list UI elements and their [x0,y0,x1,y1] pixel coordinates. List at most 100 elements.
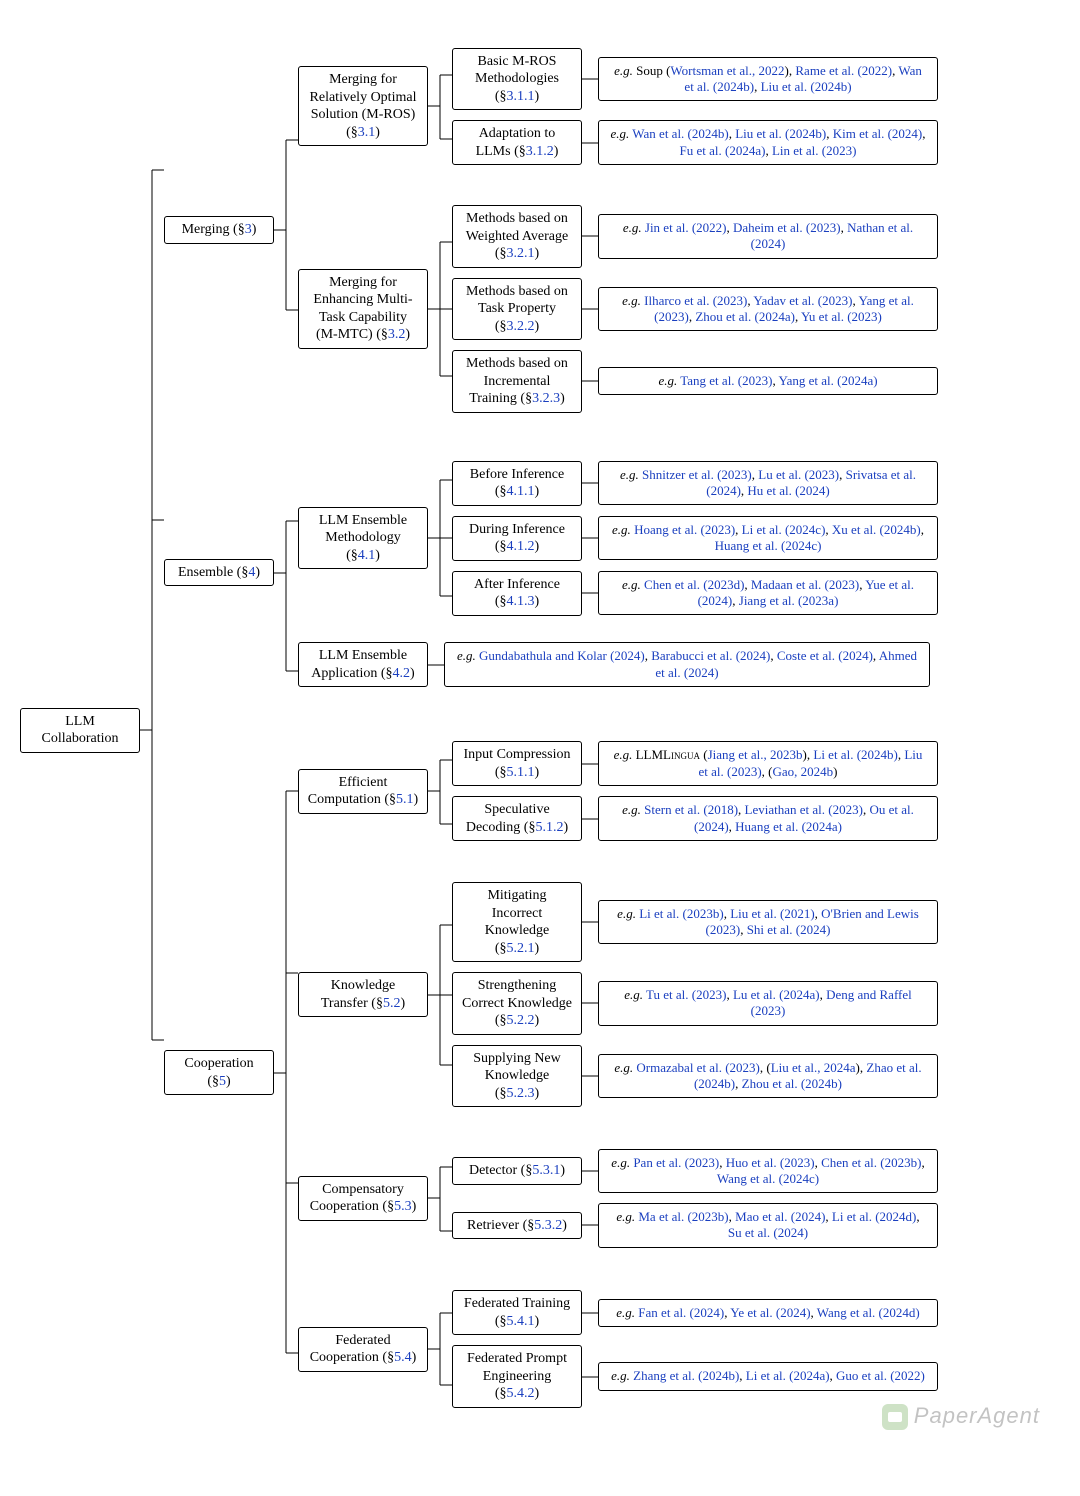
ktrans-children: Mitigating Incorrect Knowledge (§5.2.1) … [452,882,938,1107]
ref[interactable]: Li et al. (2024a) [746,1368,830,1383]
ref[interactable]: Liu et al. (2024b) [735,126,826,141]
ref[interactable]: Gundabathula and Kolar (2024) [479,648,645,663]
ensemble-pre: Ensemble (§ [178,565,248,580]
incremental-sec[interactable]: 3.2.3 [532,391,560,406]
branch-detector: Detector (§5.3.1) e.g. Pan et al. (2023)… [452,1149,938,1194]
ref[interactable]: Hu et al. (2024) [747,483,829,498]
ref[interactable]: Huang et al. (2024c) [715,538,822,553]
ref[interactable]: Stern et al. (2018) [644,802,738,817]
ref[interactable]: Ma et al. (2023b) [638,1209,728,1224]
eg: e.g. [622,293,641,308]
branch-effcomp: Efficient Computation (§5.1) Input Compr… [298,736,938,846]
mros-tail: ) [375,125,380,140]
branch-retriever: Retriever (§5.3.2) e.g. Ma et al. (2023b… [452,1203,938,1248]
ref[interactable]: Xu et al. (2024b) [832,522,921,537]
ref[interactable]: Li et al. (2024b) [813,747,897,762]
ref[interactable]: Ilharco et al. (2023) [644,293,747,308]
ensapp-sec[interactable]: 4.2 [393,666,411,681]
ref[interactable]: Wan et al. (2024b) [632,126,728,141]
ktrans-sec[interactable]: 5.2 [383,996,401,1011]
detector-pre: Detector (§ [469,1163,532,1178]
ref[interactable]: Liu et al. (2024b) [761,79,852,94]
weighted-sec[interactable]: 3.2.1 [507,246,535,261]
ref[interactable]: Coste et al. (2024) [777,648,873,663]
node-after: After Inference (§4.1.3) [452,571,582,616]
ref[interactable]: Fan et al. (2024) [638,1305,724,1320]
ref[interactable]: Zhou et al. (2024a) [695,309,795,324]
coop-sec[interactable]: 5 [219,1074,226,1089]
ref[interactable]: Li et al. (2024d) [832,1209,916,1224]
ref[interactable]: Wang et al. (2024c) [717,1171,819,1186]
node-taskprop: Methods based on Task Property (§3.2.2) [452,278,582,341]
ref[interactable]: Mao et al. (2024) [735,1209,825,1224]
ref[interactable]: Li et al. (2023b) [639,906,723,921]
ref[interactable]: Tu et al. (2023) [646,987,726,1002]
ref[interactable]: Lu et al. (2023) [758,467,839,482]
ref[interactable]: Zhou et al. (2024b) [742,1076,842,1091]
effcomp-sec[interactable]: 5.1 [396,792,414,807]
ref[interactable]: Leviathan et al. (2023) [745,802,863,817]
ref[interactable]: Fu et al. (2024a) [680,143,766,158]
hline [582,142,598,144]
ref[interactable]: Shi et al. (2024) [747,922,831,937]
ref[interactable]: Liu et al., 2024a [771,1060,856,1075]
ref[interactable]: Shnitzer et al. (2023) [642,467,752,482]
ref[interactable]: Madaan et al. (2023) [751,577,859,592]
ref[interactable]: Rame et al. (2022) [795,63,892,78]
fedtrain-sec[interactable]: 5.4.1 [507,1314,535,1329]
branch-mros: Merging for Relatively Optimal Solution … [298,48,938,166]
lead: LLMLingua ( [632,747,707,762]
ref[interactable]: Wortsman et al., 2022 [670,63,784,78]
mitigate-sec[interactable]: 5.2.1 [507,941,535,956]
after-sec[interactable]: 4.1.3 [507,594,535,609]
ref[interactable]: Kim et al. (2024) [833,126,923,141]
ensmeth-sec[interactable]: 4.1 [358,548,376,563]
ref[interactable]: Tang et al. (2023) [680,373,772,388]
adaptllm-sec[interactable]: 3.1.2 [526,144,554,159]
merging-sec[interactable]: 3 [245,222,252,237]
before-sec[interactable]: 4.1.1 [507,484,535,499]
supply-sec[interactable]: 5.2.3 [507,1086,535,1101]
ref[interactable]: Jiang et al. (2023a) [739,593,839,608]
fedcoop-sec[interactable]: 5.4 [394,1350,412,1365]
detector-sec[interactable]: 5.3.1 [532,1163,560,1178]
ref[interactable]: Liu et al. (2021) [730,906,814,921]
ref[interactable]: Su et al. (2024) [728,1225,808,1240]
ref[interactable]: Gao, 2024b [773,764,834,779]
ref[interactable]: Lin et al. (2023) [772,143,856,158]
ref[interactable]: Barabucci et al. (2024) [651,648,770,663]
ref[interactable]: Li et al. (2024c) [742,522,826,537]
ref[interactable]: Chen et al. (2023b) [821,1155,921,1170]
inputcomp-tail: ) [535,765,540,780]
retriever-sec[interactable]: 5.3.2 [534,1218,562,1233]
ref[interactable]: Pan et al. (2023) [633,1155,719,1170]
ref[interactable]: Yadav et al. (2023) [753,293,852,308]
ref[interactable]: Huo et al. (2023) [726,1155,815,1170]
fedprompt-sec[interactable]: 5.4.2 [507,1386,535,1401]
ref[interactable]: Hoang et al. (2023) [634,522,735,537]
basicmros-sec[interactable]: 3.1.1 [507,89,535,104]
specdec-sec[interactable]: 5.1.2 [535,820,563,835]
ref[interactable]: Jiang et al., 2023b [708,747,803,762]
ref[interactable]: Guo et al. (2022) [836,1368,925,1383]
hline [582,1002,598,1004]
compcoop-sec[interactable]: 5.3 [394,1199,412,1214]
ref[interactable]: Yu et al. (2023) [801,309,882,324]
strengthen-sec[interactable]: 5.2.2 [507,1013,535,1028]
ref[interactable]: Huang et al. (2024a) [735,819,842,834]
ref[interactable]: Ormazabal et al. (2023) [636,1060,759,1075]
ref[interactable]: Lu et al. (2024a) [733,987,820,1002]
ref[interactable]: Zhang et al. (2024b) [633,1368,739,1383]
ref[interactable]: Daheim et al. (2023) [733,220,841,235]
mros-sec[interactable]: 3.1 [358,125,376,140]
taskprop-sec[interactable]: 3.2.2 [507,319,535,334]
effcomp-children: Input Compression (§5.1.1) e.g. LLMLingu… [452,741,938,841]
inputcomp-sec[interactable]: 5.1.1 [507,765,535,780]
ref[interactable]: Jin et al. (2022) [645,220,727,235]
ref[interactable]: Wang et al. (2024d) [817,1305,920,1320]
ref[interactable]: Chen et al. (2023d) [644,577,744,592]
ref[interactable]: Ye et al. (2024) [730,1305,810,1320]
mmtc-sec[interactable]: 3.2 [388,327,406,342]
ref[interactable]: Yang et al. (2024a) [779,373,878,388]
during-sec[interactable]: 4.1.2 [507,539,535,554]
